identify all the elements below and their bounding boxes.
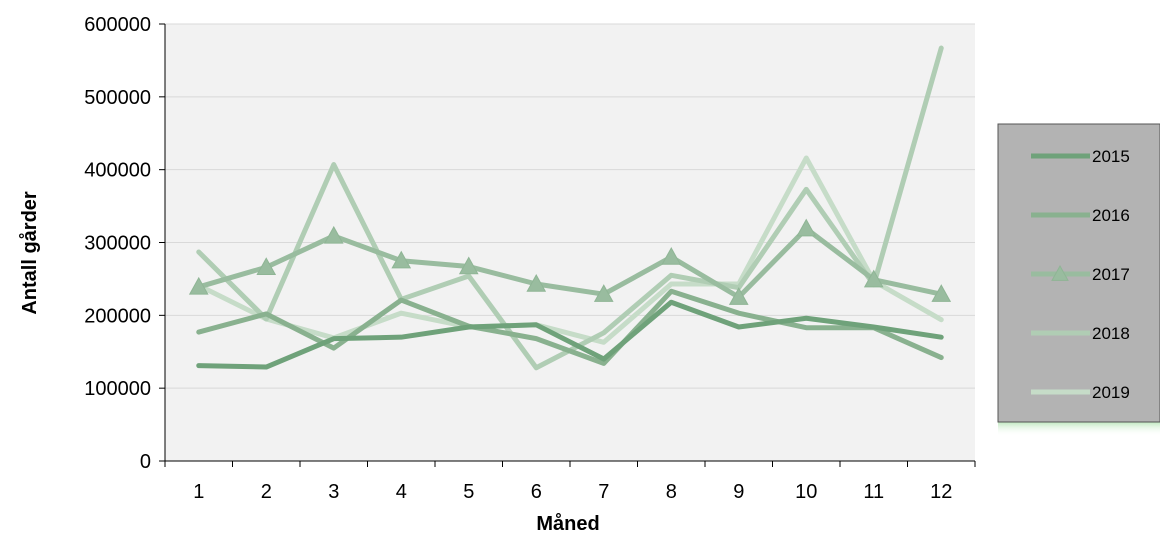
legend-items: 2015 2016 2017 2018 2019 bbox=[1031, 147, 1130, 402]
legend-label: 2018 bbox=[1092, 324, 1130, 343]
x-tick-label: 7 bbox=[598, 481, 609, 503]
y-tick-label: 400000 bbox=[84, 160, 151, 182]
y-tick-label: 200000 bbox=[84, 305, 151, 327]
series-line bbox=[196, 155, 944, 345]
legend-label: 2016 bbox=[1092, 206, 1130, 225]
legend-label: 2019 bbox=[1092, 383, 1130, 402]
data-point-marker bbox=[931, 284, 952, 302]
y-tick-label: 0 bbox=[140, 451, 151, 473]
data-point-marker bbox=[661, 247, 682, 265]
legend-item-2019: 2019 bbox=[1031, 383, 1130, 402]
y-tick-label: 600000 bbox=[84, 14, 151, 36]
legend-label: 2015 bbox=[1092, 147, 1130, 166]
series-line bbox=[196, 226, 944, 300]
x-tick-label: 12 bbox=[930, 481, 952, 503]
legend-item-2018: 2018 bbox=[1031, 324, 1130, 343]
x-axis-title: Måned bbox=[536, 512, 599, 535]
legend-label: 2017 bbox=[1092, 265, 1130, 284]
legend: 2015 2016 2017 2018 2019 bbox=[997, 123, 1160, 436]
series-2015 bbox=[196, 299, 944, 370]
y-tick-label: 500000 bbox=[84, 87, 151, 109]
legend-item-2016: 2016 bbox=[1031, 206, 1130, 225]
y-tick-label: 100000 bbox=[84, 378, 151, 400]
data-point-marker bbox=[796, 218, 817, 237]
x-tick-label: 9 bbox=[733, 481, 744, 503]
data-point-marker bbox=[458, 256, 479, 275]
x-tick-label: 1 bbox=[193, 481, 204, 503]
axes bbox=[159, 23, 976, 467]
series-2017 bbox=[188, 218, 952, 305]
x-tick-labels: 1 2 3 4 5 6 7 8 9 10 11 12 bbox=[193, 481, 952, 503]
y-axis-title: Antall gårder bbox=[18, 191, 41, 315]
legend-item-2015: 2015 bbox=[1031, 147, 1130, 166]
data-point-marker bbox=[256, 257, 277, 275]
legend-item-2017: 2017 bbox=[1031, 264, 1130, 284]
y-tick-label: 300000 bbox=[84, 233, 151, 255]
x-tick-label: 4 bbox=[396, 481, 407, 503]
series-layer bbox=[188, 45, 952, 371]
data-point-marker bbox=[391, 250, 412, 269]
data-point-marker bbox=[728, 287, 749, 305]
series-line bbox=[196, 299, 944, 370]
data-point-marker bbox=[188, 276, 209, 295]
x-tick-label: 3 bbox=[328, 481, 339, 503]
x-tick-label: 8 bbox=[666, 481, 677, 503]
data-point-marker bbox=[593, 284, 614, 302]
data-point-marker bbox=[526, 273, 547, 292]
x-tick-label: 6 bbox=[531, 481, 542, 503]
data-point-marker bbox=[863, 269, 884, 288]
series-2019 bbox=[196, 155, 944, 345]
x-tick-label: 2 bbox=[261, 481, 272, 503]
x-tick-label: 10 bbox=[795, 481, 817, 503]
x-tick-label: 5 bbox=[463, 481, 474, 503]
y-tick-labels: 0 100000 200000 300000 400000 500000 600000 bbox=[84, 14, 151, 473]
legend-marker bbox=[1051, 264, 1069, 281]
x-tick-label: 11 bbox=[863, 481, 884, 503]
data-point-marker bbox=[323, 225, 344, 244]
